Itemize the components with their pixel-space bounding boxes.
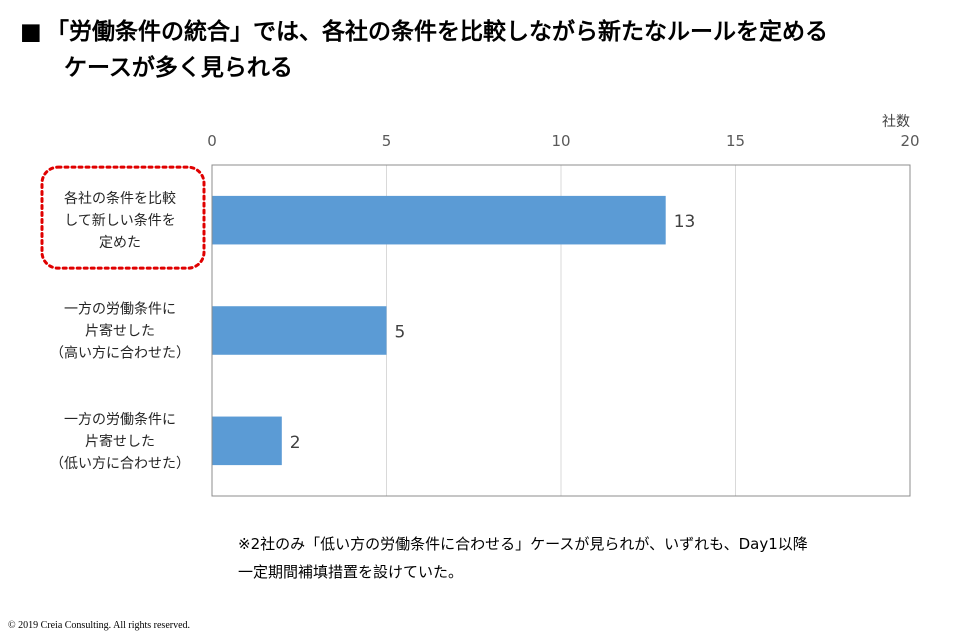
tick-labels: 0 5 10 15 20: [207, 132, 919, 150]
category-label-0-line-2: 定めた: [99, 235, 141, 251]
footnote-line-2: 一定期間補填措置を設けていた。: [238, 563, 464, 581]
data-label-2: 2: [290, 433, 301, 453]
category-label-0-line-0: 各社の条件を比較: [64, 190, 176, 207]
category-label-2-line-1: 片寄せした: [85, 433, 155, 450]
title-line-1: 「労働条件の統合」では、各社の条件を比較しながら新たなルールを定める: [46, 19, 828, 45]
category-label-0-line-1: して新しい条件を: [64, 212, 176, 229]
bar-2: [212, 416, 282, 466]
copyright: © 2019 Creia Consulting. All rights rese…: [8, 620, 191, 631]
category-label-2-line-2: （低い方に合わせた）: [50, 456, 190, 472]
bars: 13 5 2: [212, 195, 696, 466]
highlight-box: [40, 165, 206, 270]
bar-1: [212, 306, 387, 355]
title-bullet: ■: [20, 19, 42, 45]
data-label-0: 13: [674, 212, 696, 232]
axis-unit-label: 社数: [882, 114, 910, 130]
title-line-2: ケースが多く見られる: [64, 55, 293, 81]
tick-label-0: 0: [207, 132, 217, 150]
category-label-1-line-2: （高い方に合わせた）: [50, 345, 190, 362]
tick-label-15: 15: [726, 132, 745, 150]
category-label-1-line-0: 一方の労働条件に: [64, 301, 176, 318]
tick-label-20: 20: [900, 132, 919, 150]
tick-label-5: 5: [382, 132, 392, 150]
category-label-2-line-0: 一方の労働条件に: [64, 411, 176, 428]
footnote: ※2社のみ「低い方の労働条件に合わせる」ケースが見られが、いずれも、Day1以降…: [238, 530, 938, 586]
plot-area-frame: [211, 164, 911, 497]
bar-0: [212, 195, 666, 245]
category-label-1-line-1: 片寄せした: [85, 323, 155, 340]
page-title: ■ 「労働条件の統合」では、各社の条件を比較しながら新たなルールを定める ケース…: [20, 14, 940, 86]
tick-label-10: 10: [551, 132, 570, 150]
footnote-line-1: ※2社のみ「低い方の労働条件に合わせる」ケースが見られが、いずれも、Day1以降: [238, 535, 808, 553]
data-label-1: 5: [395, 323, 406, 343]
